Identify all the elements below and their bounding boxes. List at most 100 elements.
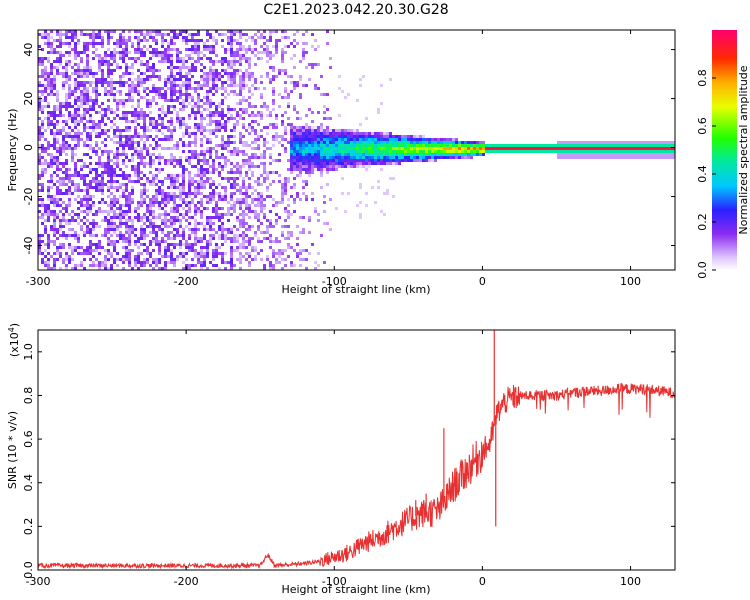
heatmap-cell [125,225,128,228]
heatmap-cell [560,144,563,147]
heatmap-cell [173,33,176,36]
heatmap-cell [314,168,317,171]
heatmap-cell [257,183,260,186]
heatmap-cell [197,237,200,240]
heatmap-cell [116,216,119,219]
heatmap-cell [146,93,149,96]
heatmap-cell [425,150,428,153]
heatmap-cell [194,144,197,147]
heatmap-cell [320,162,323,165]
heatmap-cell [290,231,293,234]
heatmap-cell [56,228,59,231]
heatmap-cell [242,225,245,228]
heatmap-cell [269,111,272,114]
heatmap-cell [170,216,173,219]
heatmap-cell [95,243,98,246]
heatmap-cell [98,267,101,270]
heatmap-cell [665,144,668,147]
heatmap-cell [44,243,47,246]
heatmap-cell [56,60,59,63]
heatmap-cell [332,159,335,162]
heatmap-cell [89,72,92,75]
heatmap-cell [299,216,302,219]
heatmap-cell [215,207,218,210]
heatmap-cell [272,30,275,33]
heatmap-cell [182,39,185,42]
x-tick-label: 100 [620,575,641,588]
heatmap-cell [173,210,176,213]
heatmap-cell [86,201,89,204]
heatmap-cell [263,264,266,267]
heatmap-cell [248,204,251,207]
heatmap-cell [143,96,146,99]
heatmap-cell [260,105,263,108]
heatmap-cell [128,234,131,237]
heatmap-cell [65,63,68,66]
heatmap-cell [215,111,218,114]
heatmap-cell [50,132,53,135]
heatmap-cell [215,150,218,153]
heatmap-cell [308,153,311,156]
heatmap-cell [125,156,128,159]
heatmap-cell [275,114,278,117]
heatmap-cell [242,165,245,168]
heatmap-cell [266,45,269,48]
heatmap-cell [299,165,302,168]
heatmap-cell [152,228,155,231]
heatmap-cell [167,213,170,216]
heatmap-cell [620,141,623,144]
heatmap-cell [176,147,179,150]
heatmap-cell [86,108,89,111]
heatmap-cell [158,60,161,63]
heatmap-cell [95,42,98,45]
heatmap-cell [221,114,224,117]
heatmap-cell [431,144,434,147]
heatmap-cell [107,228,110,231]
heatmap-cell [188,228,191,231]
heatmap-cell [278,141,281,144]
heatmap-cell [101,141,104,144]
heatmap-cell [269,246,272,249]
heatmap-cell [245,33,248,36]
heatmap-cell [179,159,182,162]
heatmap-cell [218,246,221,249]
heatmap-cell [260,258,263,261]
heatmap-cell [242,96,245,99]
heatmap-cell [92,33,95,36]
heatmap-cell [98,63,101,66]
heatmap-cell [158,159,161,162]
heatmap-cell [206,93,209,96]
heatmap-cell [143,156,146,159]
heatmap-cell [122,99,125,102]
heatmap-cell [317,144,320,147]
snr-x-ticks: -300 -200 -100 0 100 [26,330,641,588]
heatmap-cell [38,90,41,93]
heatmap-cell [254,120,257,123]
heatmap-cell [248,177,251,180]
heatmap-cell [299,141,302,144]
heatmap-cell [302,57,305,60]
heatmap-cell [221,93,224,96]
heatmap-cell [596,144,599,147]
heatmap-cell [641,147,644,150]
heatmap-cell [641,144,644,147]
heatmap-cell [86,81,89,84]
heatmap-cell [155,144,158,147]
heatmap-cell [131,105,134,108]
heatmap-cell [77,159,80,162]
heatmap-cell [245,201,248,204]
heatmap-cell [191,63,194,66]
heatmap-cell [257,57,260,60]
heatmap-cell [71,150,74,153]
heatmap-cell [89,138,92,141]
heatmap-cell [425,144,428,147]
heatmap-cell [44,36,47,39]
heatmap-cell [632,141,635,144]
heatmap-cell [74,90,77,93]
heatmap-cell [131,153,134,156]
heatmap-cell [125,228,128,231]
heatmap-cell [107,252,110,255]
heatmap-cell [74,108,77,111]
heatmap-cell [53,156,56,159]
heatmap-cell [113,162,116,165]
